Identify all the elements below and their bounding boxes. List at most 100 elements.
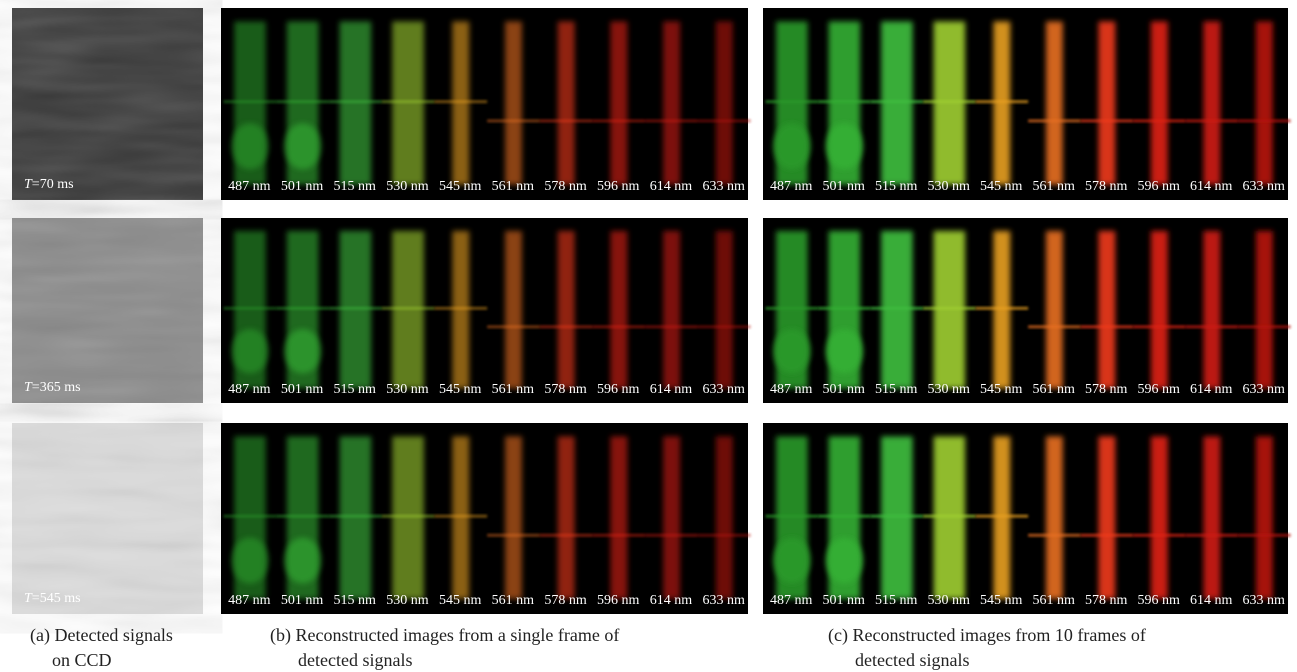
spot [774,329,811,373]
spot [284,123,321,169]
wavelength-label: 614 nm [650,382,693,397]
stripe-line [976,100,1029,103]
spot [284,329,321,373]
stripe-line [698,325,751,328]
stripe [1098,436,1115,598]
stripe [1256,231,1273,388]
stripe-line [1028,534,1081,537]
stripe [1098,21,1115,184]
wavelength-label: 545 nm [439,179,482,194]
wavelength-label: 561 nm [1033,382,1076,397]
wavelength-label: 501 nm [823,382,866,397]
stripe-line [540,534,593,537]
wavelength-label: 487 nm [228,593,271,608]
stripe-line [329,307,382,310]
stripe-line [1238,119,1291,122]
stripe-line [382,307,435,310]
stripe [1151,436,1168,598]
stripe-line [329,100,382,103]
stripe-line [1186,534,1239,537]
wavelength-label: 578 nm [544,382,587,397]
stripe [1046,231,1063,388]
stripe-line [487,119,540,122]
stripe-line [540,119,593,122]
figure: T=70 msT=365 msT=545 ms487 nm501 nm515 n… [0,0,1297,672]
stripe [610,21,627,184]
wavelength-label: 596 nm [597,382,640,397]
stripe-line [923,100,976,103]
stripe-line [698,119,751,122]
wavelength-label: 530 nm [928,382,971,397]
exposure-label: T=365 ms [24,380,81,395]
caption: (a) Detected signals [30,625,173,646]
stripe-line [487,325,540,328]
stripe [1151,231,1168,388]
wavelength-label: 614 nm [1190,593,1233,608]
stripe-line [818,100,871,103]
stripe [663,436,680,598]
wavelength-label: 501 nm [823,593,866,608]
exposure-value: =70 ms [32,177,74,192]
stripe-line [1133,119,1186,122]
stripe-line [434,515,487,518]
stripe-line [487,534,540,537]
wavelength-label: 578 nm [1085,382,1128,397]
stripe [1098,231,1115,388]
spot [232,123,269,169]
wavelength-label: 614 nm [650,179,693,194]
stripe-line [434,307,487,310]
stripe-line [871,515,924,518]
wavelength-label: 561 nm [1033,593,1076,608]
exposure-label: T=545 ms [24,591,81,606]
stripe-line [1028,325,1081,328]
stripe-line [766,307,819,310]
stripe-line [593,119,646,122]
wavelength-label: 515 nm [334,179,377,194]
stripe [505,231,522,388]
wavelength-label: 596 nm [597,179,640,194]
stripe [716,231,733,388]
stripe-line [818,307,871,310]
stripe [610,231,627,388]
wavelength-label: 596 nm [1138,382,1181,397]
wavelength-label: 545 nm [439,593,482,608]
exposure-value: =545 ms [32,591,81,606]
stripe [1256,21,1273,184]
stripe [558,436,575,598]
spot [826,538,863,584]
stripe-line [698,534,751,537]
wavelength-label: 530 nm [386,179,429,194]
stripe-line [434,100,487,103]
stripe-line [923,307,976,310]
wavelength-label: 596 nm [597,593,640,608]
wavelength-label: 487 nm [770,179,813,194]
wavelength-label: 578 nm [1085,593,1128,608]
stripe-line [1028,119,1081,122]
wavelength-label: 614 nm [1190,179,1233,194]
stripe [1046,436,1063,598]
wavelength-label: 633 nm [1243,179,1286,194]
caption: (c) Reconstructed images from 10 frames … [828,625,1146,646]
stripe-line [329,515,382,518]
wavelength-label: 578 nm [544,593,587,608]
wavelength-label: 561 nm [492,593,535,608]
wavelength-label: 614 nm [650,593,693,608]
wavelength-label: 596 nm [1138,179,1181,194]
caption: on CCD [52,650,112,670]
stripe-line [224,100,277,103]
wavelength-label: 578 nm [1085,179,1128,194]
wavelength-label: 633 nm [702,382,745,397]
wavelength-label: 530 nm [386,593,429,608]
stripe-line [276,100,329,103]
wavelength-label: 487 nm [770,382,813,397]
caption: (b) Reconstructed images from a single f… [270,625,619,646]
stripe [1046,21,1063,184]
wavelength-label: 561 nm [492,382,535,397]
stripe-line [976,515,1029,518]
stripe-line [871,100,924,103]
stripe [716,436,733,598]
stripe-line [593,534,646,537]
stripe [663,231,680,388]
stripe [505,436,522,598]
wavelength-label: 614 nm [1190,382,1233,397]
